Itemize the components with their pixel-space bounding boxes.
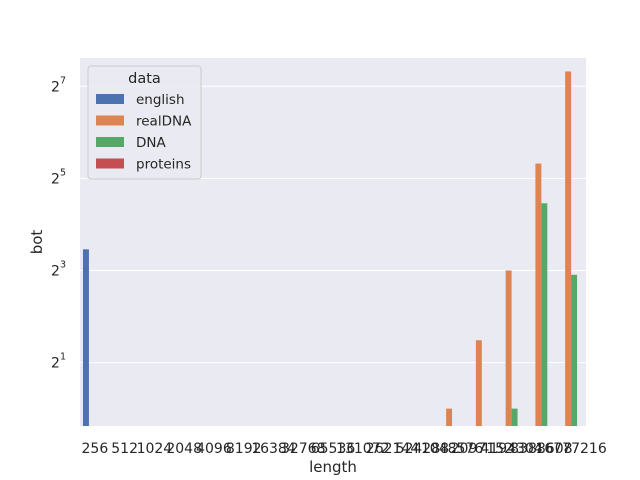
- x-tick-label: 65536: [311, 441, 356, 457]
- x-tick-label: 524288: [396, 441, 449, 457]
- x-tick-labels: 256 5121024204840968192163843276865536131…: [82, 441, 607, 457]
- bar-realDNA-16777216: [565, 71, 572, 426]
- legend-swatch-DNA: [96, 137, 124, 147]
- y-tick-base: 2: [51, 171, 60, 187]
- x-tick-label: 16777216: [535, 441, 606, 457]
- x-tick-label: 4096: [196, 441, 232, 457]
- x-tick-label: 4194304: [480, 441, 542, 457]
- y-tick-exponent: 5: [60, 167, 66, 178]
- y-axis-label: bot: [28, 230, 46, 255]
- x-tick-label: 512: [111, 441, 138, 457]
- legend-swatch-proteins: [96, 158, 124, 169]
- x-tick-label: 2048: [166, 441, 202, 457]
- y-tick-exponent: 7: [60, 75, 66, 86]
- bar-realDNA-8388608: [535, 163, 542, 426]
- x-tick-label: 256: [82, 441, 109, 457]
- x-tick-label: 8192: [226, 441, 262, 457]
- x-tick-label: 262144: [366, 441, 420, 457]
- x-tick-label: 131072: [336, 441, 389, 457]
- x-tick-label: 32768: [281, 441, 326, 457]
- y-tick-base: 2: [51, 79, 60, 95]
- bar-realDNA-4194304: [505, 270, 512, 426]
- legend-swatch-realDNA: [96, 115, 124, 126]
- y-tick-base: 2: [51, 356, 60, 372]
- bar-DNA-16777216: [571, 274, 578, 426]
- bar-english-256: [82, 249, 89, 426]
- y-tick-exponent: 3: [60, 259, 66, 270]
- y-tick-label: 21: [51, 352, 66, 372]
- x-tick-label: 1048576: [421, 441, 483, 457]
- x-tick-label: 2097152: [451, 441, 513, 457]
- x-axis-label: length: [309, 458, 357, 476]
- x-tick-label: 1024: [137, 441, 173, 457]
- legend-label-english: english: [136, 92, 185, 108]
- y-tick-base: 2: [51, 263, 60, 279]
- x-tick-label: 8388608: [510, 441, 572, 457]
- legend: data english realDNA DNA proteins: [87, 65, 202, 180]
- bar-DNA-4194304: [511, 408, 518, 426]
- y-tick-label: 27: [51, 75, 66, 95]
- legend-swatch-english: [96, 94, 124, 104]
- legend-label-proteins: proteins: [136, 157, 191, 173]
- bar-DNA-8388608: [541, 203, 548, 426]
- x-tick-label: 16384: [251, 441, 296, 457]
- legend-label-realDNA: realDNA: [136, 114, 192, 130]
- y-tick-label: 25: [51, 167, 66, 187]
- bar-realDNA-2097152: [475, 340, 482, 426]
- bars-layer: [82, 71, 578, 426]
- legend-label-DNA: DNA: [136, 135, 166, 151]
- legend-title: data: [128, 71, 161, 87]
- y-tick-exponent: 1: [60, 352, 66, 363]
- bar-realDNA-1048576: [446, 408, 453, 426]
- y-tick-label: 23: [51, 259, 66, 279]
